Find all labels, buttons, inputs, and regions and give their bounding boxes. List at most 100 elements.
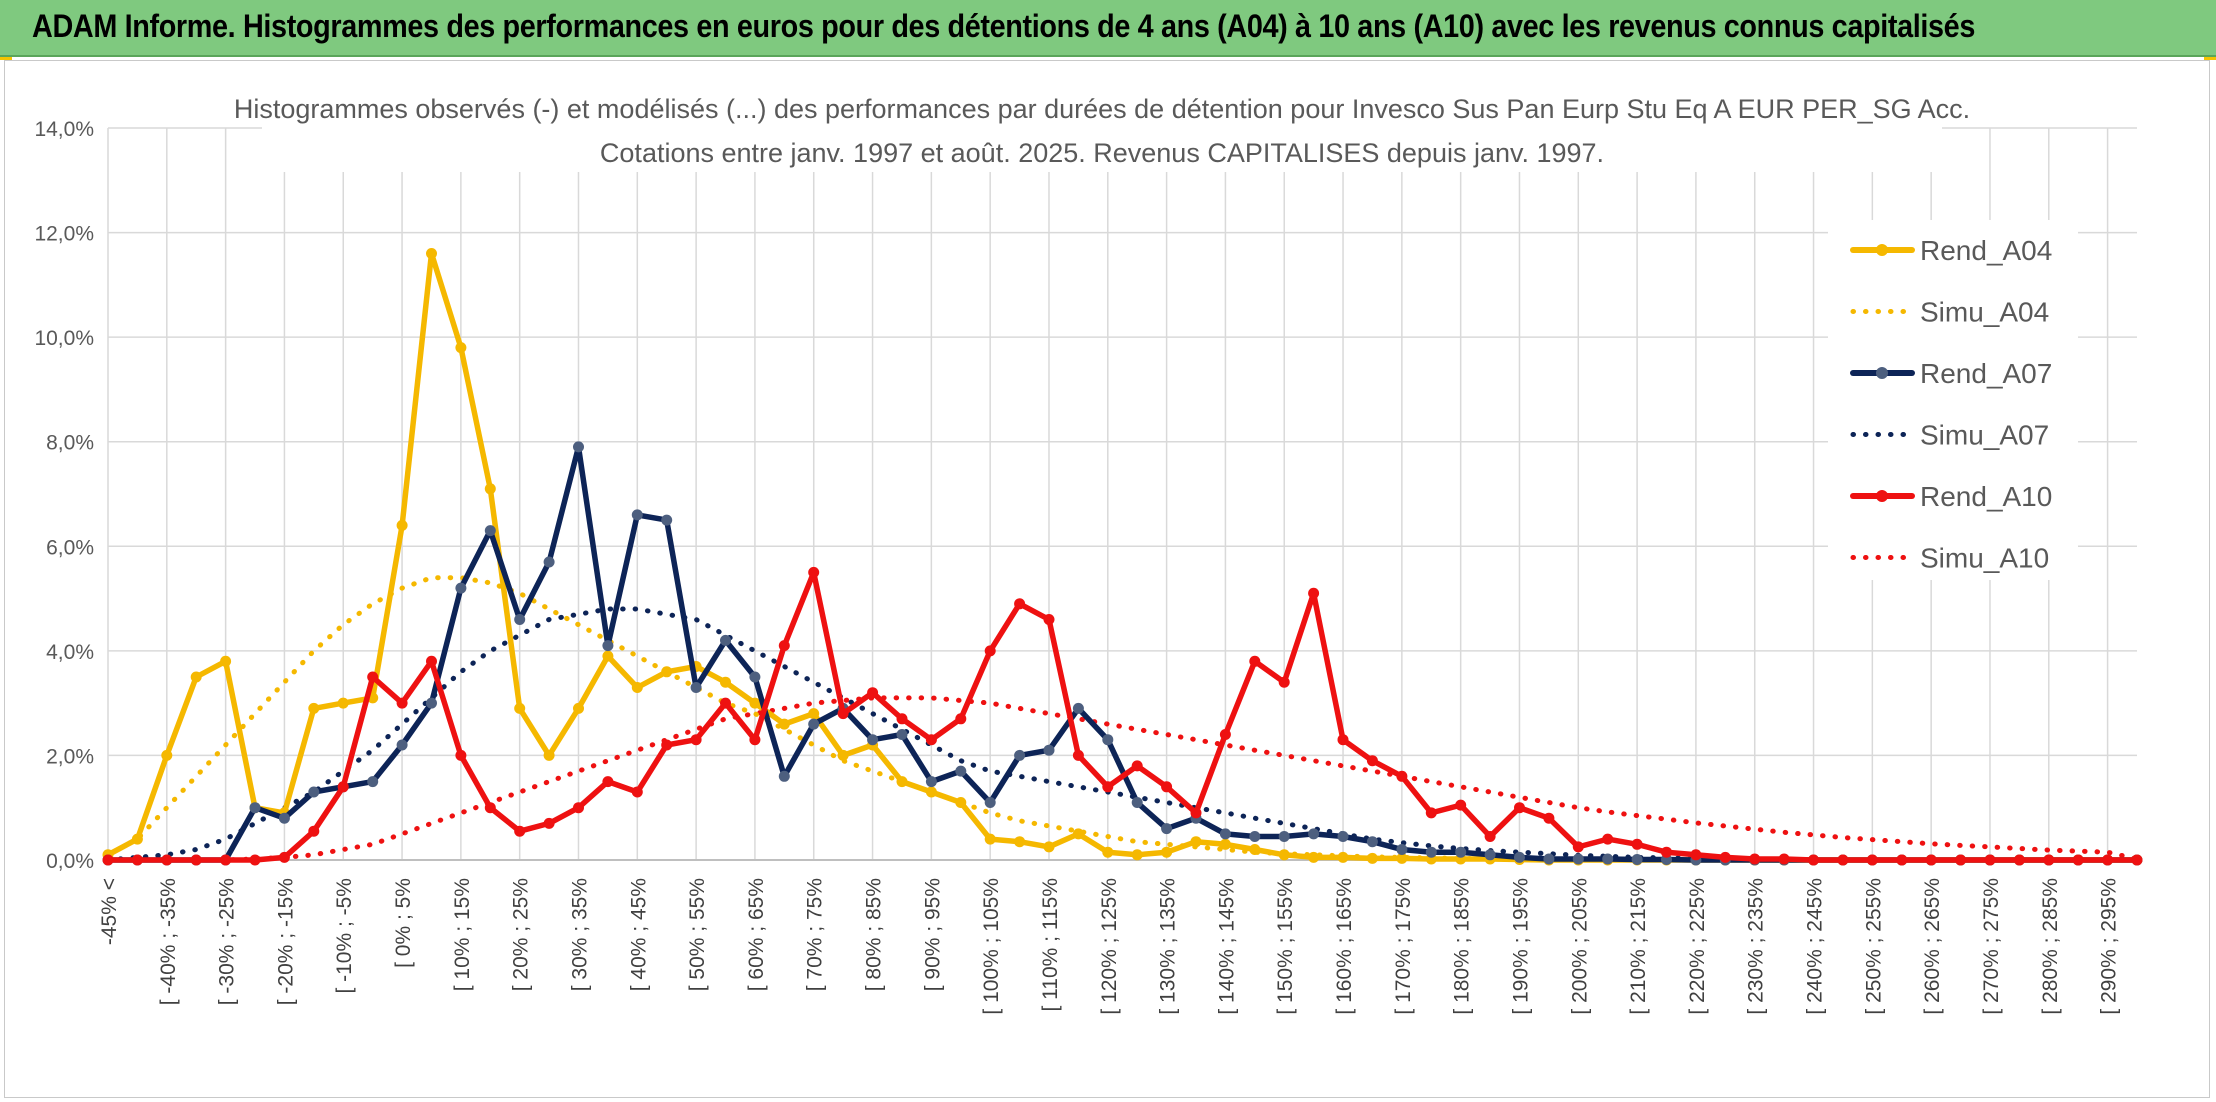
data-point-rend_a10 [749, 734, 761, 746]
data-point-rend_a04 [1366, 852, 1378, 864]
data-point-rend_a10 [1366, 755, 1378, 767]
data-point-rend_a07 [602, 640, 614, 652]
data-point-rend_a10 [337, 781, 349, 793]
x-tick-label: [ 200% ; 205% [1568, 878, 1591, 1015]
y-tick-label: 4,0% [46, 641, 94, 664]
data-point-rend_a07 [808, 718, 820, 730]
data-point-rend_a04 [573, 702, 584, 714]
data-point-rend_a07 [1396, 844, 1408, 855]
x-tick-label: -45% < [98, 878, 121, 945]
data-point-rend_a10 [1278, 676, 1290, 688]
x-tick-label: [ 100% ; 105% [980, 878, 1003, 1015]
x-tick-label: [ 10% ; 15% [451, 878, 474, 991]
data-point-rend_a10 [955, 713, 967, 725]
data-point-rend_a10 [1455, 799, 1467, 811]
data-point-rend_a07 [396, 739, 408, 751]
data-point-rend_a07 [1602, 853, 1614, 865]
series-line-rend_a10 [105, 569, 2140, 863]
data-point-rend_a07 [720, 634, 731, 646]
legend-label-rend_a04: Rend_A04 [1920, 235, 2052, 266]
x-tick-label: [ 20% ; 25% [510, 878, 533, 991]
data-point-rend_a10 [543, 817, 555, 829]
data-point-rend_a07 [1072, 702, 1084, 714]
data-point-rend_a10 [396, 697, 408, 709]
legend-marker-rend_a04 [1876, 244, 1888, 256]
data-point-rend_a10 [690, 734, 702, 746]
data-point-rend_a04 [661, 666, 673, 678]
data-point-rend_a10 [1808, 854, 1819, 866]
data-point-rend_a07 [955, 765, 967, 777]
data-point-rend_a04 [308, 702, 320, 714]
x-tick-label: [ 150% ; 155% [1274, 878, 1297, 1015]
x-tick-label: [ 250% ; 255% [1862, 878, 1885, 1015]
legend-label-simu_a07: Simu_A07 [1920, 420, 2049, 451]
data-point-rend_a04 [808, 708, 820, 720]
data-point-rend_a07 [249, 802, 261, 814]
data-point-rend_a04 [484, 483, 496, 495]
data-point-rend_a10 [131, 854, 143, 866]
x-tick-label: [ 190% ; 195% [1509, 878, 1532, 1015]
data-point-rend_a10 [1396, 770, 1408, 782]
x-tick-label: [ 90% ; 95% [921, 878, 944, 991]
x-tick-label: [ 280% ; 285% [2039, 878, 2062, 1015]
data-point-rend_a07 [278, 812, 290, 824]
chart-title: Histogrammes observés (-) et modélisés (… [234, 94, 1970, 124]
data-point-rend_a10 [1072, 749, 1084, 761]
data-point-rend_a07 [1572, 853, 1584, 865]
data-point-rend_a04 [190, 671, 202, 683]
data-point-rend_a10 [778, 640, 790, 652]
data-point-rend_a10 [867, 687, 879, 699]
data-point-rend_a10 [573, 802, 584, 814]
data-point-rend_a07 [308, 786, 320, 798]
data-point-rend_a10 [1249, 655, 1261, 667]
data-point-rend_a04 [337, 697, 349, 709]
data-point-rend_a10 [1308, 587, 1320, 599]
data-point-rend_a10 [1219, 729, 1231, 740]
x-tick-label: [ 260% ; 265% [1921, 878, 1944, 1015]
data-point-rend_a07 [1455, 846, 1467, 858]
data-point-rend_a04 [396, 519, 408, 531]
x-tick-label: [ 40% ; 45% [627, 878, 650, 991]
corner-accent-right [2204, 57, 2216, 60]
data-point-rend_a10 [220, 854, 232, 866]
data-point-rend_a10 [1955, 854, 1967, 866]
data-point-rend_a10 [720, 697, 731, 709]
data-point-rend_a10 [2072, 854, 2084, 866]
data-point-rend_a04 [984, 833, 996, 845]
data-point-rend_a10 [1190, 807, 1202, 819]
legend-label-rend_a10: Rend_A10 [1920, 481, 2052, 512]
data-point-rend_a10 [984, 645, 996, 657]
x-tick-label: [ 210% ; 215% [1627, 878, 1650, 1015]
data-point-rend_a07 [484, 525, 496, 537]
legend: Rend_A04 Simu_A04 Rend_A07 Simu_A07 Rend_A10… [1828, 220, 2078, 580]
data-point-rend_a07 [455, 582, 467, 594]
data-point-rend_a04 [925, 786, 937, 798]
x-tick-label: [ -20% ; -15% [274, 878, 297, 1005]
data-point-rend_a04 [602, 650, 614, 662]
series-line-simu_a07 [105, 606, 2140, 863]
report-banner: ADAM Informe. Histogrammes des performan… [0, 0, 2216, 57]
x-tick-label: [ 140% ; 145% [1215, 878, 1238, 1015]
x-tick-label: [ 0% ; 5% [392, 878, 415, 968]
data-point-rend_a07 [1161, 823, 1173, 835]
data-point-rend_a07 [367, 776, 379, 788]
legend-label-simu_a10: Simu_A10 [1920, 543, 2049, 574]
data-point-rend_a04 [131, 833, 143, 845]
data-point-rend_a04 [426, 248, 437, 259]
y-tick-label: 10,0% [34, 327, 94, 350]
data-point-rend_a10 [1131, 760, 1143, 772]
data-point-rend_a10 [1514, 802, 1525, 814]
series-line-simu_a04 [105, 575, 2140, 863]
data-point-rend_a07 [1278, 831, 1290, 842]
data-point-rend_a04 [1337, 851, 1349, 863]
x-tick-label: [ 160% ; 165% [1333, 878, 1356, 1015]
legend-label-rend_a07: Rend_A07 [1920, 358, 2052, 389]
data-point-rend_a04 [1043, 841, 1055, 853]
data-point-rend_a10 [2131, 854, 2143, 866]
data-point-rend_a10 [1866, 854, 1878, 866]
x-tick-label: [ 80% ; 85% [863, 878, 886, 991]
data-point-rend_a10 [1161, 781, 1173, 793]
data-point-rend_a10 [896, 713, 908, 725]
data-point-rend_a04 [1014, 836, 1026, 848]
data-point-rend_a07 [1425, 846, 1437, 858]
